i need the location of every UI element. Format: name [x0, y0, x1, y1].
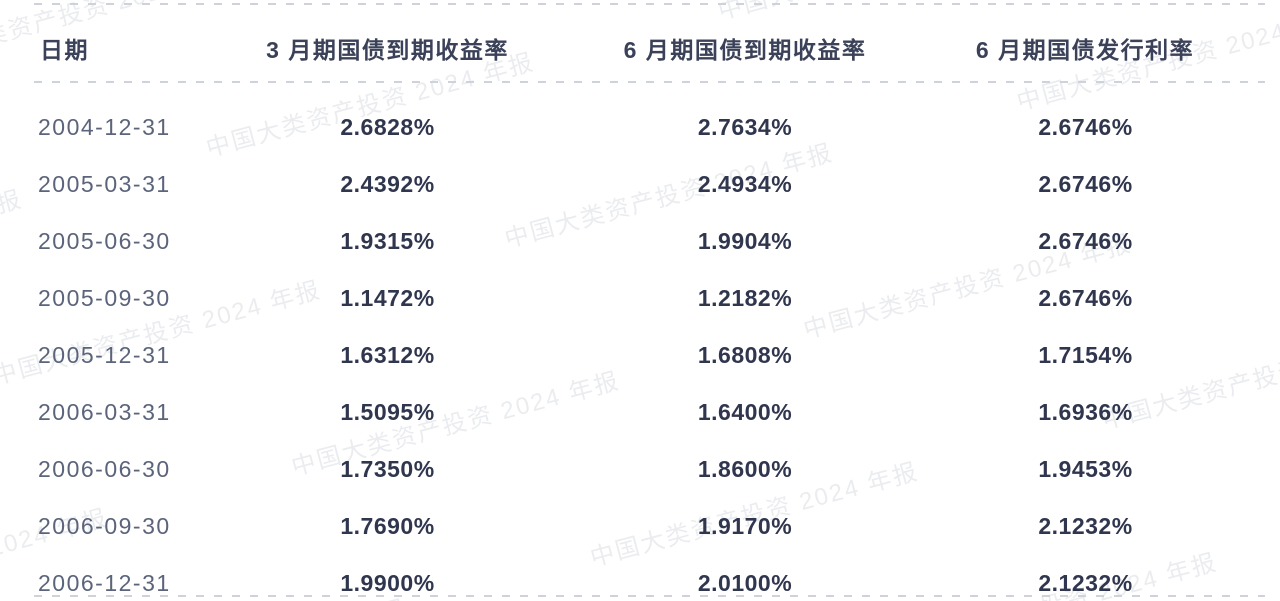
table-row: 2005-12-31 1.6312% 1.6808% 1.7154% — [0, 327, 1280, 384]
table-row: 2005-09-30 1.1472% 1.2182% 2.6746% — [0, 270, 1280, 327]
column-header-date: 日期 — [40, 37, 89, 63]
value-cell: 1.6808% — [697, 342, 793, 368]
bond-yield-table: 日期 3 月期国债到期收益率 6 月期国债到期收益率 6 月期国债发行利率 20… — [0, 3, 1280, 601]
table-row: 2006-12-31 1.9900% 2.0100% 2.1232% — [0, 555, 1280, 601]
table-top-border — [34, 3, 1265, 5]
date-cell: 2005-09-30 — [38, 285, 171, 311]
value-cell: 2.4392% — [340, 171, 435, 197]
value-cell: 1.7690% — [340, 513, 435, 539]
value-cell: 1.5095% — [340, 399, 435, 425]
date-cell: 2005-03-31 — [38, 171, 171, 197]
value-cell: 1.9170% — [697, 513, 793, 539]
table-header-row: 日期 3 月期国债到期收益率 6 月期国债到期收益率 6 月期国债发行利率 — [0, 3, 1280, 87]
table-bottom-border — [34, 595, 1265, 597]
column-header-6m-ytm: 6 月期国债到期收益率 — [623, 37, 867, 63]
column-header-6m-issue-rate: 6 月期国债发行利率 — [975, 37, 1195, 63]
value-cell: 1.9904% — [697, 228, 793, 254]
value-cell: 1.9453% — [1038, 456, 1133, 482]
date-cell: 2006-12-31 — [38, 570, 171, 596]
table-row: 2006-03-31 1.5095% 1.6400% 1.6936% — [0, 384, 1280, 441]
date-cell: 2005-12-31 — [38, 342, 171, 368]
table-header-border — [34, 81, 1265, 83]
value-cell: 1.1472% — [340, 285, 435, 311]
value-cell: 1.6312% — [340, 342, 435, 368]
table-row: 2005-03-31 2.4392% 2.4934% 2.6746% — [0, 156, 1280, 213]
value-cell: 1.6400% — [697, 399, 793, 425]
value-cell: 1.7154% — [1038, 342, 1133, 368]
date-cell: 2005-06-30 — [38, 228, 171, 254]
value-cell: 2.1232% — [1038, 570, 1133, 596]
table-row: 2004-12-31 2.6828% 2.7634% 2.6746% — [0, 87, 1280, 156]
date-cell: 2006-06-30 — [38, 456, 171, 482]
value-cell: 1.2182% — [697, 285, 793, 311]
table-row: 2005-06-30 1.9315% 1.9904% 2.6746% — [0, 213, 1280, 270]
date-cell: 2006-03-31 — [38, 399, 171, 425]
value-cell: 1.6936% — [1038, 399, 1133, 425]
column-header-3m-ytm: 3 月期国债到期收益率 — [266, 37, 509, 63]
table-row: 2006-09-30 1.7690% 1.9170% 2.1232% — [0, 498, 1280, 555]
value-cell: 2.0100% — [697, 570, 793, 596]
value-cell: 2.6746% — [1038, 114, 1133, 140]
value-cell: 2.1232% — [1038, 513, 1133, 539]
value-cell: 2.6746% — [1038, 228, 1133, 254]
value-cell: 2.6828% — [340, 114, 435, 140]
value-cell: 2.4934% — [697, 171, 793, 197]
date-cell: 2006-09-30 — [38, 513, 171, 539]
date-cell: 2004-12-31 — [38, 114, 171, 140]
value-cell: 1.9315% — [340, 228, 435, 254]
table-row: 2006-06-30 1.7350% 1.8600% 1.9453% — [0, 441, 1280, 498]
value-cell: 1.9900% — [340, 570, 435, 596]
value-cell: 1.8600% — [697, 456, 793, 482]
value-cell: 2.7634% — [697, 114, 793, 140]
value-cell: 2.6746% — [1038, 171, 1133, 197]
value-cell: 1.7350% — [340, 456, 435, 482]
value-cell: 2.6746% — [1038, 285, 1133, 311]
